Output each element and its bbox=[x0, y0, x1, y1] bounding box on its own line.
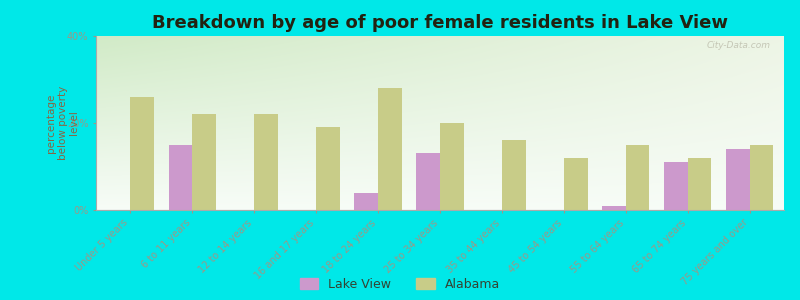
Bar bbox=[316, 127, 339, 210]
Bar bbox=[254, 114, 278, 210]
Bar bbox=[726, 149, 750, 210]
Bar bbox=[688, 158, 711, 210]
Bar bbox=[564, 158, 587, 210]
Bar bbox=[378, 88, 402, 210]
Bar bbox=[502, 140, 526, 210]
Bar bbox=[192, 114, 216, 210]
Text: City-Data.com: City-Data.com bbox=[706, 41, 770, 50]
Title: Breakdown by age of poor female residents in Lake View: Breakdown by age of poor female resident… bbox=[152, 14, 728, 32]
Bar bbox=[417, 154, 440, 210]
Bar bbox=[440, 123, 463, 210]
Bar bbox=[354, 193, 378, 210]
Bar bbox=[664, 162, 688, 210]
Bar bbox=[130, 97, 154, 210]
Bar bbox=[169, 145, 192, 210]
Legend: Lake View, Alabama: Lake View, Alabama bbox=[300, 278, 500, 291]
Bar bbox=[626, 145, 650, 210]
Bar bbox=[602, 206, 626, 210]
Y-axis label: percentage
below poverty
level: percentage below poverty level bbox=[46, 86, 79, 160]
Bar bbox=[750, 145, 774, 210]
